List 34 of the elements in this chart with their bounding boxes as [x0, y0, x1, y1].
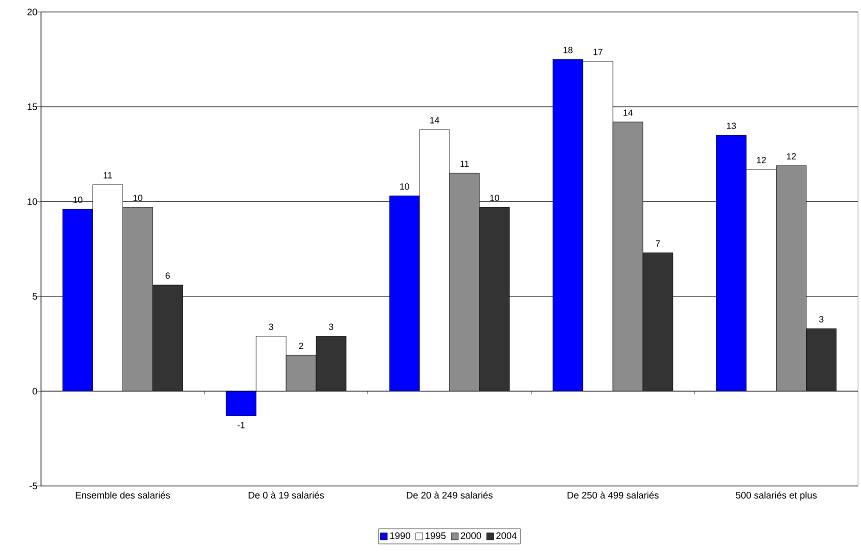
y-tick-label: 0 — [32, 388, 38, 395]
legend-label: 2004 — [496, 532, 517, 540]
data-label: 11 — [104, 172, 112, 178]
y-tick-label: 10 — [28, 198, 38, 205]
data-label: 11 — [460, 160, 469, 167]
legend-label: 2000 — [460, 532, 482, 540]
x-tick-label: De 250 à 499 salariés — [568, 492, 659, 499]
data-label: 18 — [564, 46, 572, 54]
legend-label: 1995 — [426, 532, 446, 540]
data-label: 10 — [133, 194, 142, 202]
y-tick-label: 20 — [27, 8, 38, 16]
x-tick-label: De 20 à 249 salariés — [406, 492, 493, 499]
data-label: 2 — [299, 342, 304, 349]
data-label: 6 — [166, 272, 170, 279]
x-tick-label: Ensemble des salariés — [76, 492, 170, 499]
data-label: 13 — [727, 122, 736, 130]
y-tick-label: 5 — [32, 293, 38, 300]
data-label: 3 — [328, 324, 334, 330]
data-label: 12 — [787, 153, 796, 160]
data-label: 3 — [819, 316, 824, 322]
x-tick-label: 500 salariés et plus — [736, 492, 817, 500]
data-label: 7 — [656, 240, 660, 247]
data-label: 10 — [490, 194, 500, 202]
data-label: -1 — [238, 422, 245, 428]
legend-label: 1990 — [390, 532, 410, 540]
data-label: 3 — [268, 324, 274, 330]
y-tick-label: -5 — [29, 482, 38, 490]
data-label: 12 — [757, 156, 766, 164]
x-tick-label: De 0 à 19 salariés — [248, 492, 324, 499]
data-label: 14 — [624, 110, 633, 116]
data-label: 17 — [594, 48, 602, 56]
data-label: 14 — [430, 117, 440, 124]
data-label: 10 — [400, 183, 410, 190]
y-tick-label: 15 — [28, 103, 38, 110]
